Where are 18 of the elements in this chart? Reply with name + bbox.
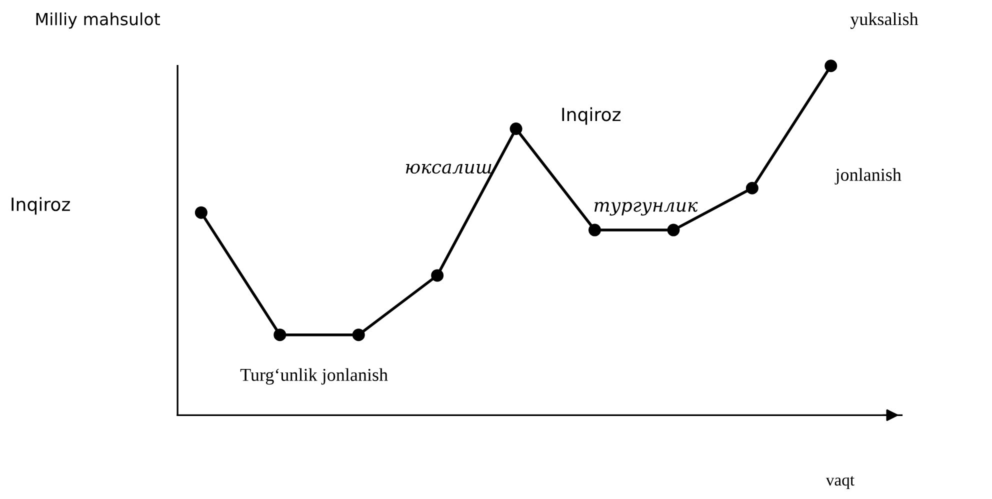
point (588, 224, 601, 236)
point (824, 60, 838, 72)
point (746, 182, 758, 194)
annotation: юксалиш (406, 164, 492, 174)
y-axis-title: Milliy mahsulot (36, 12, 160, 29)
point (667, 224, 680, 236)
text: yuksalish (850, 12, 918, 29)
point (431, 269, 444, 282)
point (274, 328, 286, 342)
annotation: Inqiroz (562, 107, 620, 125)
point (352, 328, 365, 342)
text: Inqiroz (12, 197, 70, 215)
annotation: jonlanish (834, 168, 902, 185)
point (510, 122, 522, 135)
x-axis-title: vaqt (826, 476, 854, 490)
annotation: тургунлик (594, 202, 698, 216)
annotation: Turg‘unlik jonlanish (240, 368, 388, 385)
point (194, 206, 208, 219)
